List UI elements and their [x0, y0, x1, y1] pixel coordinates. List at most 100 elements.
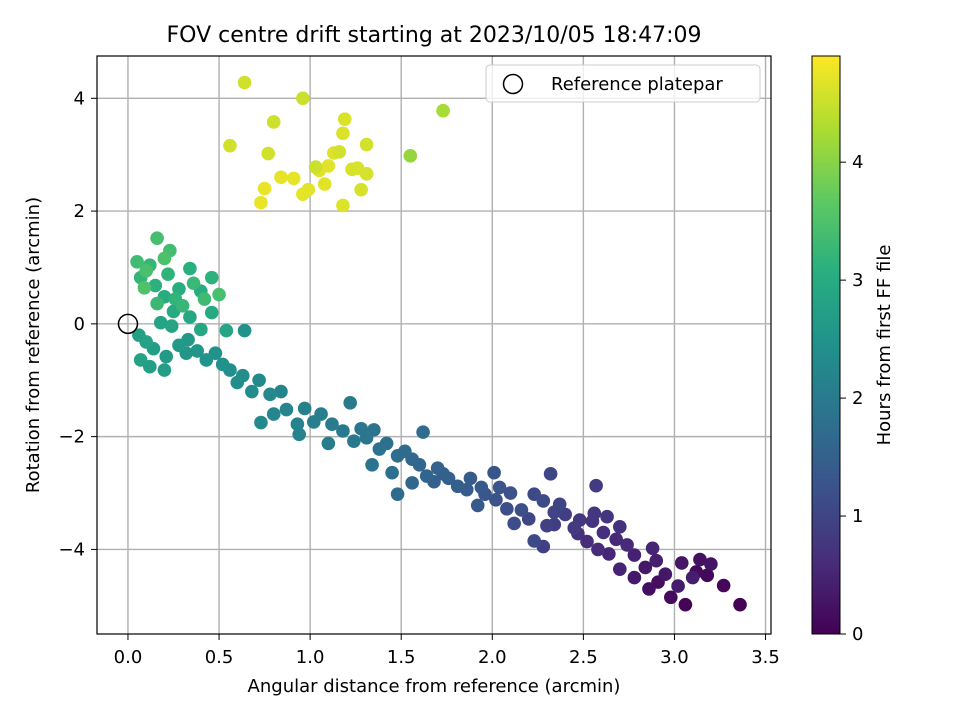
data-point	[430, 461, 445, 476]
data-point	[292, 427, 307, 442]
data-point	[148, 278, 163, 293]
data-point	[558, 507, 572, 522]
data-point	[317, 177, 332, 191]
data-point	[252, 373, 266, 388]
colorbar-tick-label: 4	[852, 152, 863, 173]
data-point	[204, 270, 219, 285]
data-point	[613, 562, 627, 576]
x-tick-label: 1.5	[387, 647, 416, 668]
data-point	[365, 458, 379, 472]
data-point	[186, 276, 201, 291]
data-point	[150, 296, 164, 311]
data-point	[254, 415, 268, 430]
legend-reference-label: Reference platepar	[551, 74, 723, 95]
data-point	[245, 384, 259, 399]
data-point	[671, 579, 685, 593]
data-point	[540, 518, 554, 533]
data-point	[337, 112, 352, 126]
data-point	[261, 146, 276, 161]
data-point	[419, 469, 434, 483]
x-tick-label: 0.5	[205, 647, 234, 668]
x-tick-label: 1.0	[296, 647, 325, 668]
data-point	[237, 75, 252, 90]
data-point	[385, 465, 399, 480]
data-point	[580, 534, 594, 549]
data-point	[150, 231, 164, 245]
colorbar-tick-label: 0	[852, 624, 863, 645]
colorbar-label: Hours from first FF file	[874, 245, 895, 446]
y-tick-label: 2	[74, 201, 85, 222]
data-point	[492, 480, 507, 495]
data-point	[645, 541, 660, 556]
data-point	[470, 498, 485, 513]
data-point	[674, 556, 689, 570]
data-point	[194, 322, 208, 337]
data-point	[183, 310, 197, 324]
data-point	[507, 516, 521, 531]
data-point	[139, 264, 153, 278]
data-point	[627, 570, 642, 585]
data-point	[347, 434, 361, 448]
x-tick-label: 3.0	[660, 647, 689, 668]
data-point	[290, 417, 305, 432]
x-tick-label: 0.0	[114, 647, 143, 668]
data-point	[332, 145, 347, 159]
data-point	[649, 553, 664, 568]
legend: Reference platepar	[485, 64, 761, 103]
data-point	[602, 547, 616, 561]
data-point	[279, 402, 294, 417]
data-point	[587, 506, 602, 521]
data-point	[183, 261, 197, 276]
data-point	[693, 552, 707, 567]
data-point	[359, 137, 374, 152]
data-point	[405, 476, 419, 490]
data-point	[139, 335, 153, 349]
data-point	[254, 195, 268, 210]
data-point	[157, 363, 172, 377]
data-point	[354, 421, 368, 436]
data-point	[503, 486, 518, 500]
data-point	[336, 126, 350, 141]
data-point	[567, 521, 582, 535]
data-point	[436, 103, 450, 118]
data-point	[521, 512, 536, 526]
data-point	[157, 251, 172, 266]
data-point	[263, 387, 277, 402]
data-point	[527, 534, 541, 548]
data-point	[543, 467, 558, 481]
data-point	[716, 578, 731, 593]
y-tick-label: 4	[74, 88, 85, 109]
data-point	[638, 560, 653, 575]
data-point	[336, 424, 350, 438]
y-tick-label: 0	[74, 314, 85, 335]
data-point	[190, 344, 204, 358]
data-point	[212, 287, 226, 302]
data-point	[343, 396, 358, 410]
data-point	[596, 525, 611, 540]
y-tick-label: −4	[58, 539, 85, 560]
data-point	[359, 167, 374, 181]
x-tick-label: 2.0	[478, 647, 507, 668]
colorbar-tick-label: 3	[852, 270, 863, 291]
data-point	[301, 182, 316, 197]
data-point	[137, 280, 152, 295]
data-point	[257, 181, 272, 196]
data-point	[230, 375, 245, 390]
data-point	[591, 542, 605, 557]
data-point	[589, 478, 603, 493]
data-point	[266, 407, 281, 421]
data-point	[274, 384, 288, 399]
data-point	[325, 417, 339, 432]
data-point	[416, 425, 430, 439]
data-point	[153, 315, 168, 330]
x-tick-label: 2.5	[569, 647, 598, 668]
data-point	[609, 532, 623, 547]
x-axis-label: Angular distance from reference (arcmin)	[248, 676, 621, 697]
data-point	[450, 479, 465, 494]
y-tick-label: −2	[58, 427, 85, 448]
data-point	[215, 357, 230, 372]
data-point	[536, 494, 551, 508]
data-point	[336, 198, 350, 213]
data-point	[463, 471, 478, 486]
data-point	[197, 292, 212, 306]
